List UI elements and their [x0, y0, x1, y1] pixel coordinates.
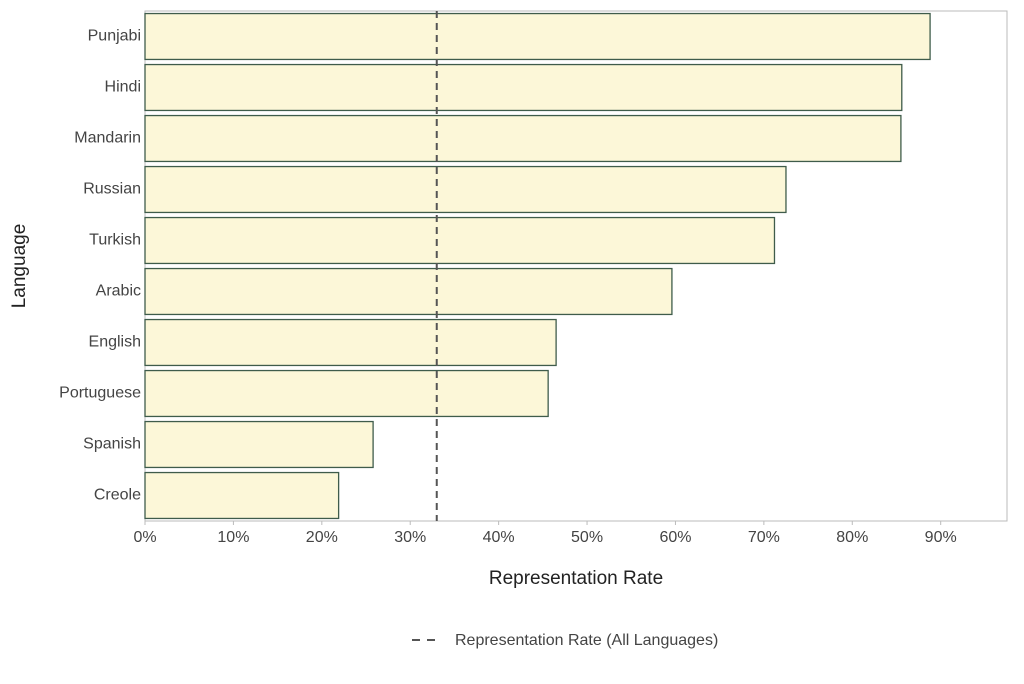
bar	[144, 114, 902, 163]
plot-frame	[144, 10, 1008, 522]
y-tick-label: Hindi	[105, 79, 141, 96]
y-tick-label: Creole	[94, 487, 141, 504]
y-tick-label: Mandarin	[74, 130, 141, 147]
x-tick-label: 60%	[659, 529, 691, 546]
x-tick-label: 70%	[748, 529, 780, 546]
y-tick-label: Portuguese	[59, 385, 141, 402]
x-tick-label: 80%	[836, 529, 868, 546]
y-axis-title: Language	[9, 224, 30, 309]
y-tick-label: Punjabi	[88, 28, 141, 45]
bar	[144, 471, 340, 520]
bar	[144, 12, 931, 61]
bar	[144, 267, 673, 316]
x-tick-label: 40%	[483, 529, 515, 546]
x-tick-label: 50%	[571, 529, 603, 546]
x-tick-label: 20%	[306, 529, 338, 546]
bar	[144, 216, 776, 265]
bar	[144, 369, 549, 418]
x-axis-title: Representation Rate	[489, 568, 663, 589]
x-tick-label: 30%	[394, 529, 426, 546]
y-tick-label: Russian	[83, 181, 141, 198]
y-tick-label: Arabic	[96, 283, 141, 300]
bar	[144, 318, 557, 367]
bar	[144, 63, 903, 112]
y-tick-label: English	[89, 334, 141, 351]
bar	[144, 165, 787, 214]
y-tick-label: Turkish	[89, 232, 141, 249]
legend-label: Representation Rate (All Languages)	[455, 632, 718, 649]
x-tick-label: 10%	[217, 529, 249, 546]
x-tick-label: 90%	[925, 529, 957, 546]
bar	[144, 420, 374, 469]
x-tick-label: 0%	[133, 529, 156, 546]
y-tick-label: Spanish	[83, 436, 141, 453]
